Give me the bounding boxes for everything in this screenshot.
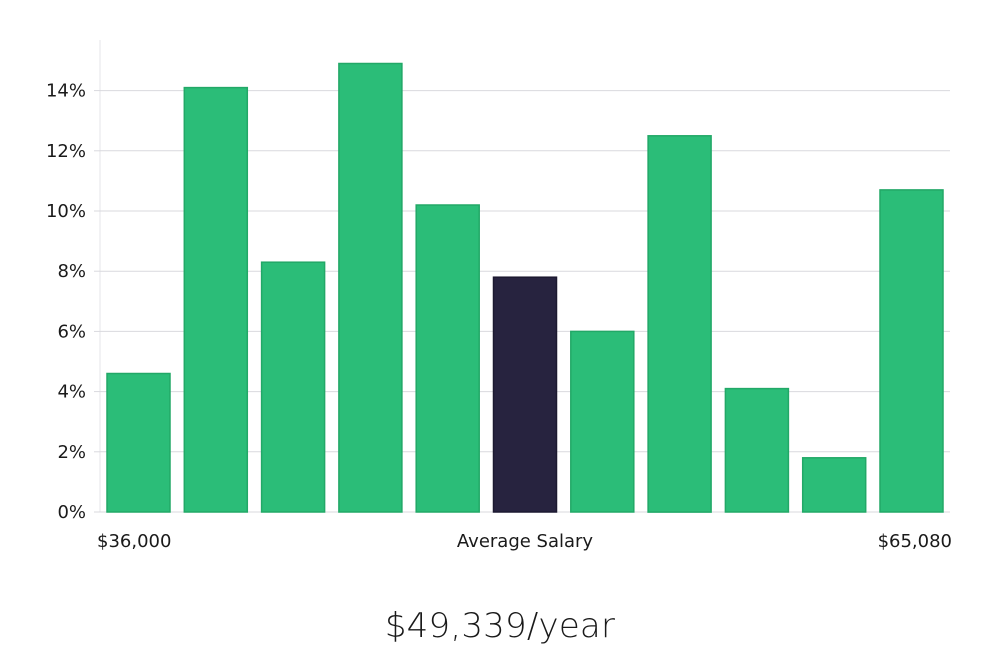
x-axis-labels: $36,000 Average Salary $65,080 bbox=[97, 531, 952, 552]
x-label-center: Average Salary bbox=[457, 531, 594, 552]
bar bbox=[570, 330, 635, 513]
y-tick-label: 0% bbox=[57, 502, 86, 523]
bar bbox=[801, 457, 867, 513]
y-axis-ticks: 0% 2% 4% 6% 8% 10% 12% 14% bbox=[46, 81, 100, 523]
bar bbox=[106, 372, 171, 513]
y-tick-label: 6% bbox=[57, 321, 86, 342]
bar bbox=[415, 204, 480, 513]
bars-layer bbox=[106, 62, 944, 513]
average-salary-value: $49,339/year bbox=[384, 606, 616, 646]
bar bbox=[260, 261, 326, 513]
bar bbox=[647, 135, 712, 513]
y-tick-label: 4% bbox=[57, 382, 86, 403]
bar bbox=[879, 189, 944, 513]
y-tick-label: 14% bbox=[46, 81, 86, 102]
bar bbox=[338, 62, 403, 513]
bar bbox=[183, 86, 249, 513]
y-tick-label: 2% bbox=[57, 442, 86, 463]
salary-histogram-chart: 0% 2% 4% 6% 8% 10% 12% 14% $36,000 Average Sala… bbox=[46, 40, 952, 552]
x-label-min: $36,000 bbox=[97, 531, 171, 552]
x-label-max: $65,080 bbox=[878, 531, 952, 552]
y-tick-label: 12% bbox=[46, 141, 86, 162]
y-tick-label: 8% bbox=[57, 261, 86, 282]
y-tick-label: 10% bbox=[46, 201, 86, 222]
bar-average-highlight bbox=[492, 276, 558, 513]
bar bbox=[724, 387, 790, 513]
